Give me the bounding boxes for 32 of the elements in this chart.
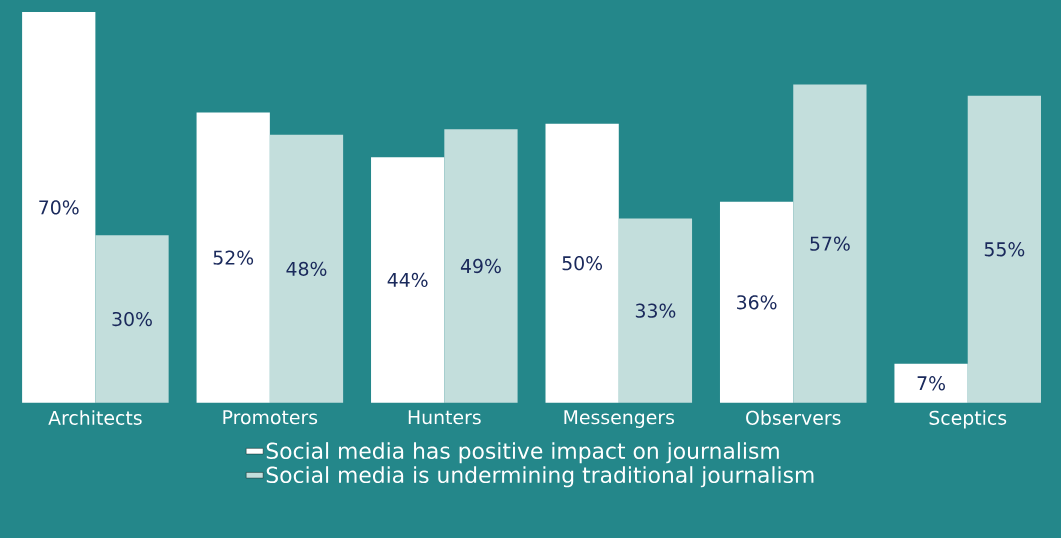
legend-label: Social media is undermining traditional journalism: [266, 466, 814, 488]
bar: [545, 123, 619, 403]
data-label: 36%: [737, 294, 777, 310]
bar: [22, 11, 96, 403]
data-label: 30%: [112, 311, 152, 326]
bar: [894, 363, 968, 403]
bar: [618, 218, 693, 403]
data-label: 49%: [460, 258, 501, 273]
bar: [269, 134, 344, 403]
bar: [967, 95, 1041, 403]
x-tick-label: Promoters: [223, 410, 318, 425]
bar: [444, 129, 518, 403]
x-tick-label: Architects: [48, 410, 142, 425]
legend-label: Social media has positive impact on journalism: [266, 441, 779, 464]
data-label: 33%: [635, 303, 676, 318]
data-label: 48%: [286, 261, 327, 276]
bar: [793, 84, 867, 403]
bar: [95, 235, 169, 403]
bar: [196, 112, 270, 403]
x-tick-label: Messengers: [564, 410, 675, 428]
data-label: 50%: [562, 255, 603, 271]
data-label: 70%: [39, 200, 79, 215]
bar: [719, 201, 794, 403]
data-label: 57%: [810, 236, 850, 251]
bar: [371, 156, 445, 403]
data-label: 7%: [917, 375, 945, 391]
data-label: 44%: [387, 272, 428, 287]
x-tick-label: Observers: [746, 410, 841, 425]
x-tick-label: Hunters: [408, 410, 481, 425]
x-tick-label: Sceptics: [929, 410, 1007, 429]
data-label: 55%: [984, 241, 1025, 257]
data-label: 52%: [213, 250, 254, 265]
